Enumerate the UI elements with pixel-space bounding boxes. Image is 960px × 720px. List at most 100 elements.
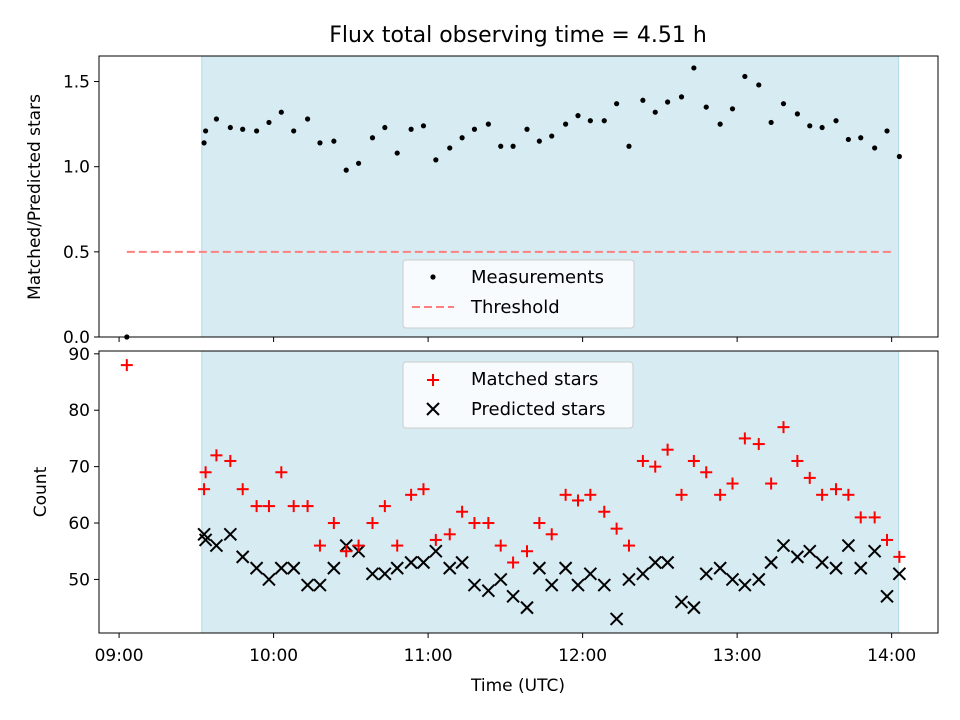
measurement-point xyxy=(254,128,260,134)
measurement-point xyxy=(369,135,376,141)
matched-star-point xyxy=(726,477,739,490)
predicted-star-point xyxy=(198,533,213,547)
matched-star-point xyxy=(803,471,816,484)
measurement-point xyxy=(626,143,632,149)
predicted-star-point xyxy=(764,555,778,570)
predicted-star-point xyxy=(467,578,482,592)
predicted-star-point xyxy=(390,561,404,575)
legend-predicted-label: Predicted stars xyxy=(471,399,605,420)
predicted-star-point xyxy=(867,544,882,558)
measurement-point xyxy=(833,118,839,124)
predicted-star-point xyxy=(687,600,701,615)
matched-star-point xyxy=(520,545,533,558)
top-y-ticks: 0.0 0.5 1.0 1.5 xyxy=(63,73,99,348)
predicted-star-point xyxy=(558,561,573,575)
predicted-star-point xyxy=(506,589,520,604)
matched-star-point xyxy=(378,500,391,513)
measurement-point xyxy=(896,153,902,160)
measurement-point xyxy=(601,118,607,124)
measurement-point xyxy=(575,113,581,119)
legend-matched-marker xyxy=(427,374,439,386)
matched-star-point xyxy=(405,488,418,501)
measurement-point xyxy=(665,99,671,105)
measurement-point xyxy=(471,126,478,132)
predicted-star-point xyxy=(286,561,301,575)
matched-star-point xyxy=(610,522,623,535)
predicted-star-point xyxy=(648,555,662,570)
matched-star-point xyxy=(352,539,365,552)
measurement-point xyxy=(203,128,209,134)
measurement-point xyxy=(266,119,272,126)
top-legend: Measurements Threshold xyxy=(402,259,635,329)
predicted-star-point xyxy=(571,578,585,592)
measurement-point xyxy=(717,121,723,127)
bottom-y-tick-label: 90 xyxy=(68,345,90,365)
matched-star-point xyxy=(842,488,855,501)
matched-star-point xyxy=(893,550,906,563)
matched-star-point xyxy=(287,500,300,513)
bottom-x-tick-label: 11:00 xyxy=(404,646,453,666)
predicted-star-point xyxy=(674,595,689,609)
top-y-tick-label: 0.0 xyxy=(63,328,90,348)
measurement-point xyxy=(459,135,465,141)
bottom-y-tick-label: 70 xyxy=(68,458,90,478)
matched-star-point xyxy=(687,454,700,467)
measurement-point xyxy=(343,167,349,173)
predicted-star-point xyxy=(636,567,650,581)
measurement-point xyxy=(652,109,658,115)
measurement-point xyxy=(485,121,491,127)
predicted-star-point xyxy=(892,567,907,581)
top-y-tick-label: 0.5 xyxy=(63,243,90,263)
measurement-point xyxy=(819,124,825,131)
matched-star-point xyxy=(533,517,546,530)
bottom-y-tick-label: 60 xyxy=(68,514,90,534)
predicted-star-point xyxy=(365,567,380,581)
measurement-point xyxy=(587,118,593,124)
measurement-point xyxy=(549,133,555,139)
predicted-star-point xyxy=(235,550,250,564)
predicted-star-point xyxy=(713,561,727,575)
legend-matched-label: Matched stars xyxy=(471,369,598,390)
predicted-star-point xyxy=(752,572,766,587)
bottom-y-ticks: 50 60 70 80 90 xyxy=(68,345,99,590)
top-y-tick-label: 1.0 xyxy=(63,158,90,178)
legend-predicted-marker xyxy=(426,402,440,416)
matched-star-point xyxy=(649,460,662,473)
matched-star-point xyxy=(738,432,751,445)
predicted-star-point xyxy=(583,567,598,581)
matched-star-point xyxy=(456,505,469,518)
matched-star-point xyxy=(250,500,263,513)
bottom-x-tick-label: 13:00 xyxy=(713,646,762,666)
bottom-x-tick-label: 09:00 xyxy=(95,646,144,666)
matched-star-point xyxy=(313,539,326,552)
measurement-point xyxy=(291,128,297,134)
predicted-star-point xyxy=(262,572,276,587)
matched-star-point xyxy=(765,477,778,490)
measurement-point xyxy=(355,160,362,166)
legend-measurements-marker xyxy=(430,274,436,280)
predicted-star-point xyxy=(494,572,508,587)
matched-star-point xyxy=(301,500,314,513)
predicted-star-point xyxy=(313,578,327,592)
measurement-point xyxy=(703,104,709,110)
measurement-point xyxy=(756,82,762,88)
top-panel: 0.0 0.5 1.0 1.5 Flux total observing time =… xyxy=(25,23,939,348)
matched-star-point xyxy=(816,488,829,501)
predicted-star-point xyxy=(815,555,829,570)
measurement-point xyxy=(433,157,439,163)
predicted-star-point xyxy=(725,572,740,587)
measurement-point xyxy=(317,140,323,146)
measurement-point xyxy=(420,123,427,129)
matched-star-point xyxy=(584,488,597,501)
predicted-star-point xyxy=(455,555,469,570)
measurement-point xyxy=(884,128,890,134)
matched-star-point xyxy=(262,500,275,513)
predicted-star-point xyxy=(274,561,289,575)
matched-star-point xyxy=(443,528,456,541)
predicted-star-point xyxy=(841,538,856,553)
matched-star-point xyxy=(700,466,713,479)
matched-star-point xyxy=(120,359,133,372)
predicted-star-point xyxy=(481,583,496,598)
predicted-star-point xyxy=(223,527,238,542)
